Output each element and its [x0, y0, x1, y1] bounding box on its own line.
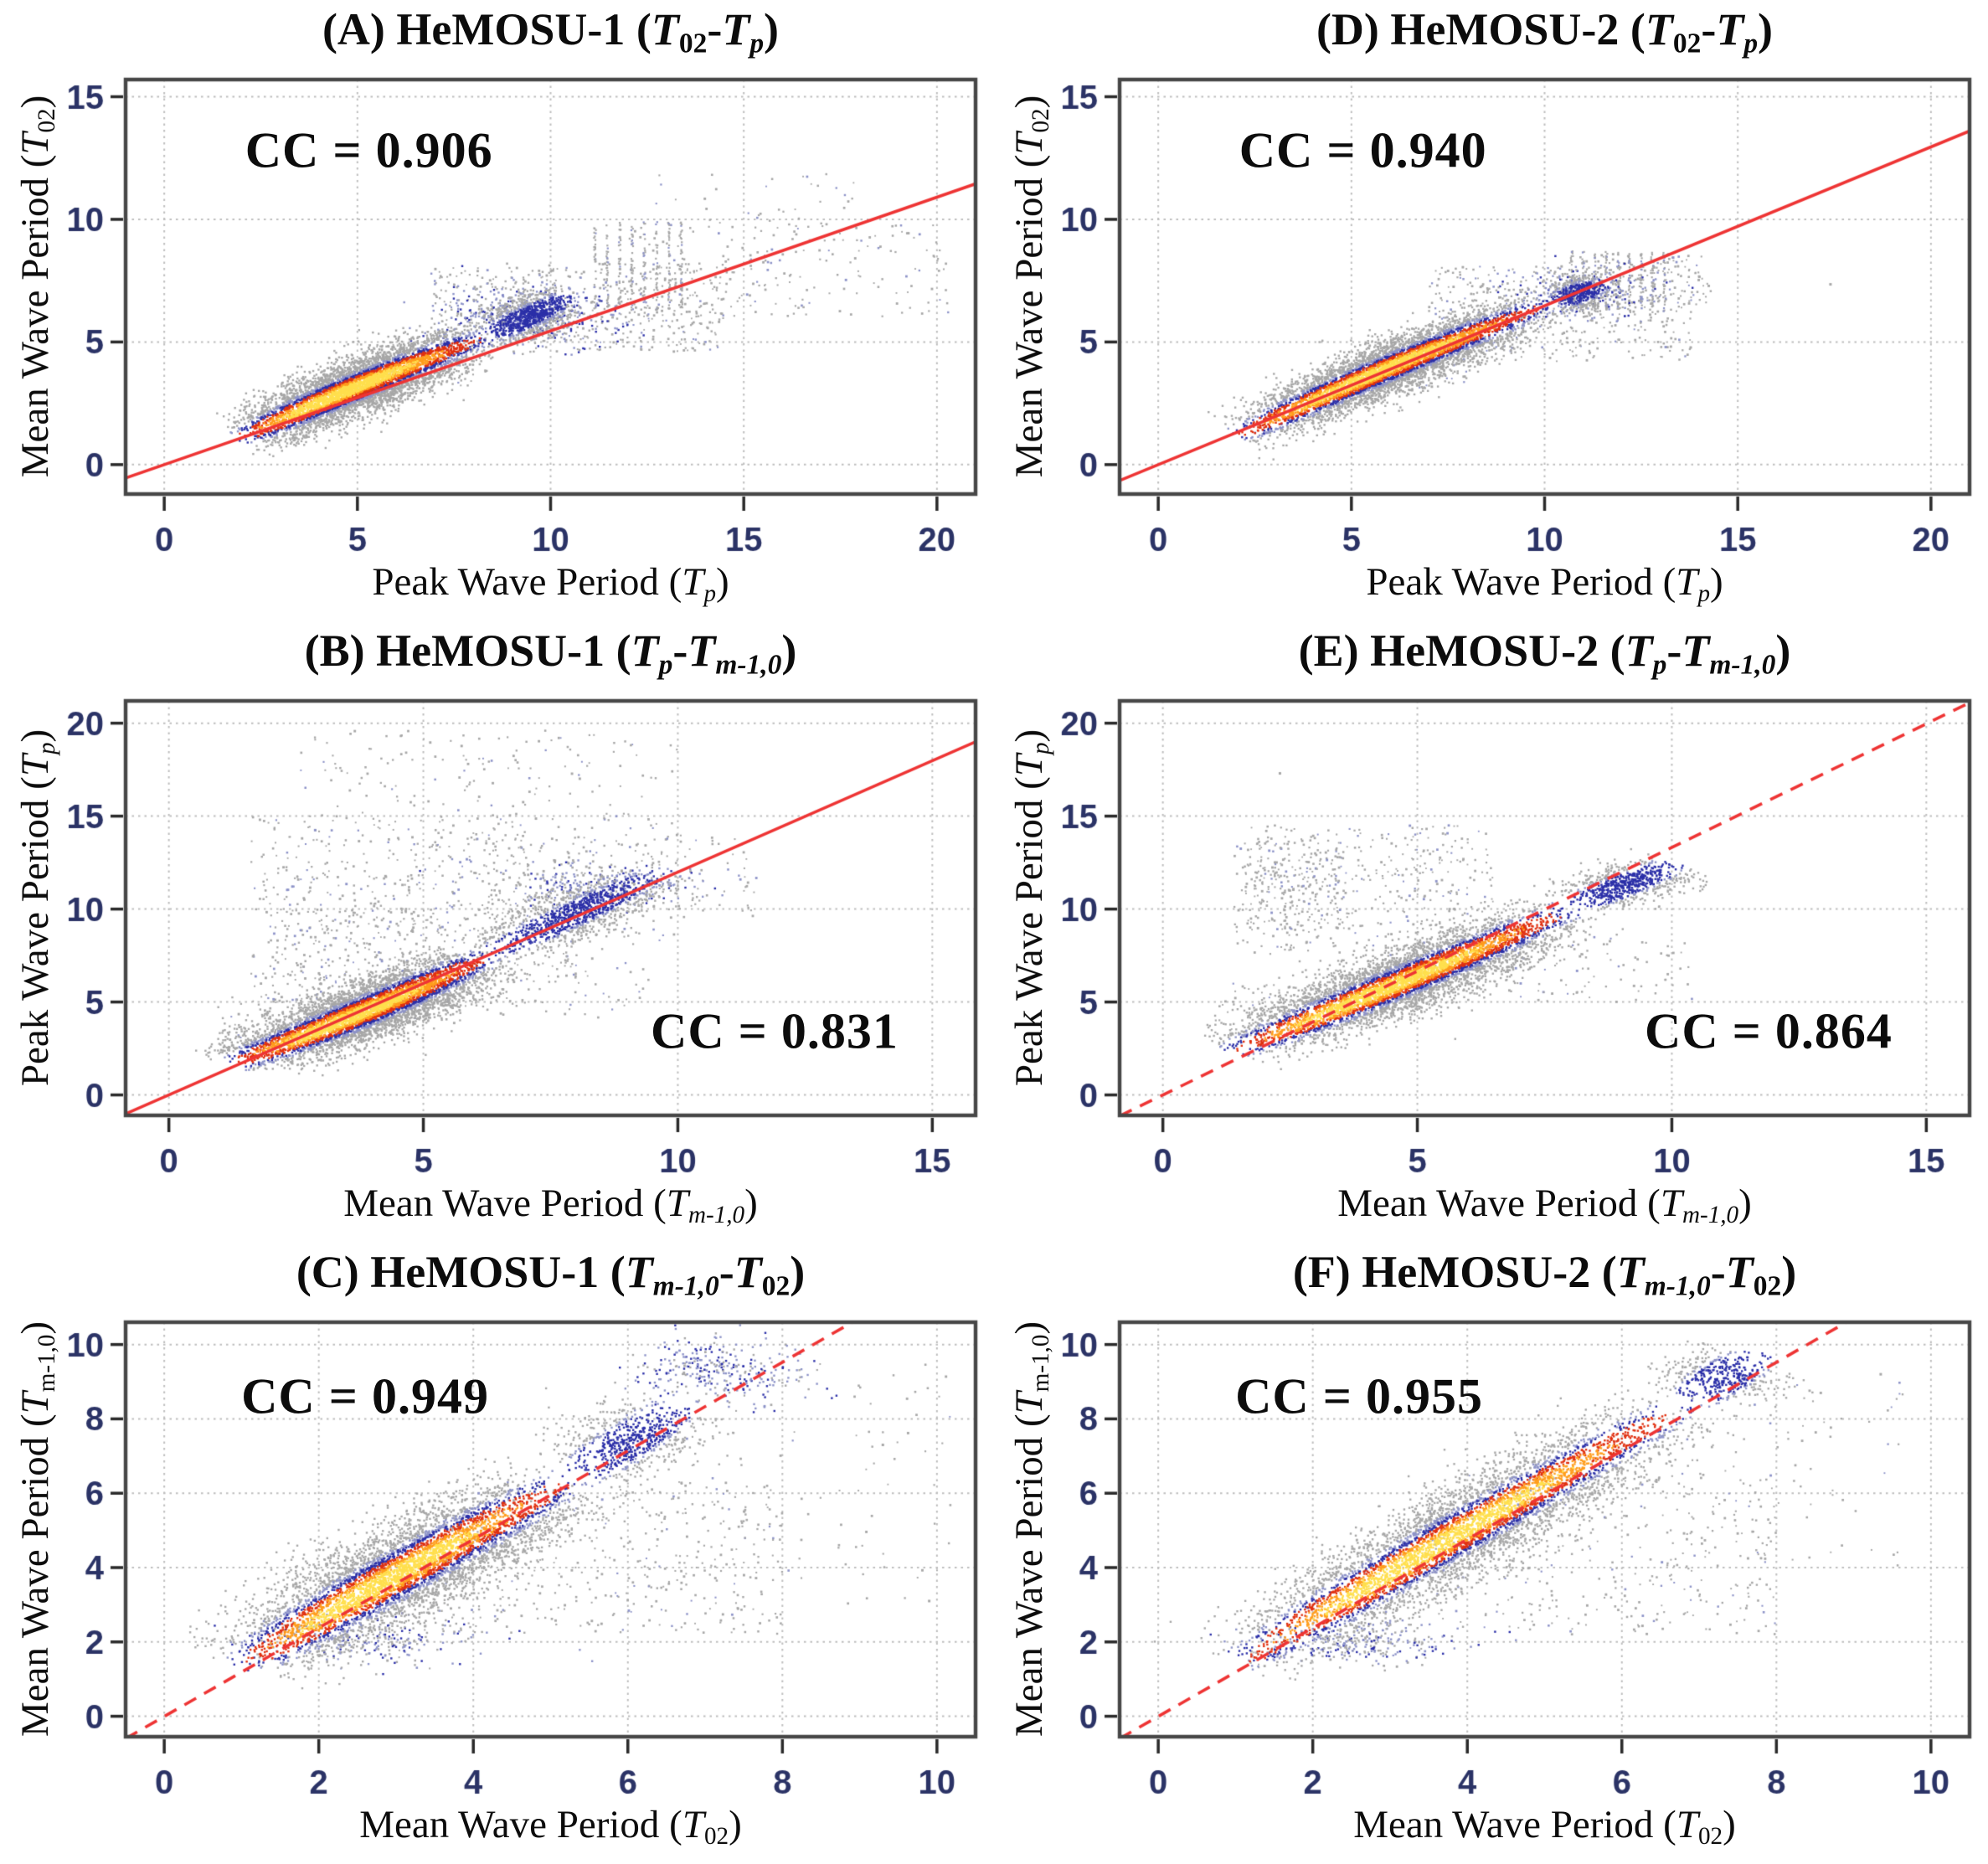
panel-A-x-axis-label: Peak Wave Period (Tp) [372, 560, 729, 608]
panel-E-title: (E) HeMOSU-2 (Tp-Tm-1,0) [1298, 626, 1791, 681]
panel-C: (C) HeMOSU-1 (Tm-1,0-T02) CC = 0.949 Mean … [0, 1243, 994, 1864]
panel-C-title: (C) HeMOSU-1 (Tm-1,0-T02) [296, 1247, 806, 1302]
panel-F-plot-canvas [994, 1243, 1988, 1864]
panel-B: (B) HeMOSU-1 (Tp-Tm-1,0) CC = 0.831 Mean W… [0, 621, 994, 1243]
panel-F-title: (F) HeMOSU-2 (Tm-1,0-T02) [1292, 1247, 1797, 1302]
panel-C-x-axis-label: Mean Wave Period (T02) [359, 1803, 742, 1851]
panel-F-x-axis-label: Mean Wave Period (T02) [1353, 1803, 1736, 1851]
panel-E: (E) HeMOSU-2 (Tp-Tm-1,0) CC = 0.864 Mean W… [994, 621, 1988, 1243]
panel-B-correlation-coefficient: CC = 0.831 [650, 1003, 899, 1059]
panel-D-title: (D) HeMOSU-2 (T02-Tp) [1316, 4, 1774, 59]
panel-B-plot-canvas [0, 621, 994, 1243]
panel-F: (F) HeMOSU-2 (Tm-1,0-T02) CC = 0.955 Mean … [994, 1243, 1988, 1864]
panel-E-plot-canvas [994, 621, 1988, 1243]
panel-A-correlation-coefficient: CC = 0.906 [245, 122, 493, 178]
panel-E-correlation-coefficient: CC = 0.864 [1644, 1003, 1893, 1059]
panel-E-x-axis-label: Mean Wave Period (Tm-1,0) [1337, 1182, 1752, 1229]
panel-A-plot-canvas [0, 0, 994, 621]
panel-C-correlation-coefficient: CC = 0.949 [241, 1368, 489, 1424]
panel-D-plot-canvas [994, 0, 1988, 621]
panel-B-title: (B) HeMOSU-1 (Tp-Tm-1,0) [304, 626, 797, 681]
panel-C-plot-canvas [0, 1243, 994, 1864]
panel-A-title: (A) HeMOSU-1 (T02-Tp) [322, 4, 780, 59]
panel-F-correlation-coefficient: CC = 0.955 [1235, 1368, 1483, 1424]
panel-D-x-axis-label: Peak Wave Period (Tp) [1366, 560, 1723, 608]
panel-D-correlation-coefficient: CC = 0.940 [1239, 122, 1487, 178]
panel-B-x-axis-label: Mean Wave Period (Tm-1,0) [343, 1182, 758, 1229]
panel-A: (A) HeMOSU-1 (T02-Tp) CC = 0.906 Peak Wave… [0, 0, 994, 621]
panel-D: (D) HeMOSU-2 (T02-Tp) CC = 0.940 Peak Wave… [994, 0, 1988, 621]
